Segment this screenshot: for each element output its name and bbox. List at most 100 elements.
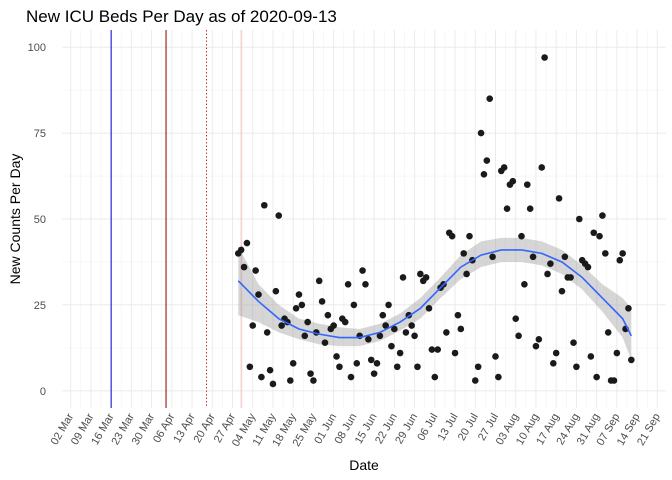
point <box>492 353 499 360</box>
point <box>298 301 306 309</box>
point <box>350 301 358 309</box>
y-tick-label: 50 <box>34 214 46 226</box>
point <box>324 311 332 319</box>
point <box>362 280 369 288</box>
point <box>443 329 450 336</box>
point <box>402 329 410 336</box>
point <box>353 360 361 367</box>
point <box>425 305 433 312</box>
y-tick-label: 75 <box>34 128 46 140</box>
point <box>477 129 485 137</box>
point <box>272 287 280 295</box>
point <box>552 349 560 357</box>
point <box>246 363 254 371</box>
point <box>336 363 343 371</box>
point <box>243 239 251 247</box>
point <box>610 377 618 384</box>
point <box>463 270 470 278</box>
point <box>373 360 381 367</box>
point <box>385 301 392 309</box>
point <box>365 335 372 343</box>
point <box>480 171 488 178</box>
x-axis-label: Date <box>349 457 379 473</box>
point <box>558 287 566 295</box>
point <box>417 270 424 278</box>
point <box>570 339 577 347</box>
point <box>457 325 465 333</box>
point <box>370 370 378 377</box>
y-tick-label: 0 <box>40 386 46 398</box>
point <box>278 322 285 329</box>
smooth-line <box>237 249 633 339</box>
point <box>431 373 439 381</box>
point <box>584 263 592 271</box>
point <box>535 335 543 343</box>
point <box>454 311 462 319</box>
point <box>602 250 609 257</box>
point <box>523 181 531 188</box>
point <box>567 274 574 281</box>
point <box>321 339 329 347</box>
point <box>295 291 303 298</box>
point <box>561 253 569 261</box>
point <box>240 263 248 271</box>
point <box>249 322 257 329</box>
point <box>266 366 274 374</box>
y-tick-label: 100 <box>28 42 46 54</box>
point <box>544 270 551 278</box>
point <box>526 205 534 212</box>
point <box>382 322 389 329</box>
point <box>532 342 540 350</box>
point <box>599 212 606 219</box>
point <box>509 177 517 185</box>
point <box>573 363 580 371</box>
y-tick-label: 25 <box>34 300 46 312</box>
point <box>399 274 407 281</box>
point <box>512 315 520 322</box>
point <box>252 267 259 274</box>
point <box>422 274 430 281</box>
point <box>555 195 563 202</box>
point <box>587 353 595 360</box>
point <box>474 363 482 371</box>
point <box>310 377 317 384</box>
point <box>275 212 283 219</box>
point <box>269 380 277 388</box>
point <box>414 363 421 371</box>
point <box>521 280 528 288</box>
point <box>237 246 245 254</box>
point <box>460 250 468 257</box>
point <box>292 305 300 312</box>
point <box>549 360 557 367</box>
point <box>547 260 554 267</box>
point <box>489 253 496 261</box>
point <box>301 332 309 340</box>
point <box>344 280 352 288</box>
point <box>318 298 326 305</box>
point <box>613 349 621 357</box>
point <box>538 164 546 171</box>
point <box>466 232 473 240</box>
point <box>604 329 612 336</box>
point <box>258 373 265 381</box>
point <box>255 291 262 298</box>
point <box>483 157 491 164</box>
point <box>393 363 401 371</box>
point <box>518 232 525 240</box>
point <box>388 342 395 350</box>
point <box>307 370 314 377</box>
point <box>625 305 632 312</box>
point <box>471 377 479 384</box>
point <box>341 318 349 326</box>
chart-title: New ICU Beds Per Day as of 2020-09-13 <box>26 7 337 26</box>
point <box>411 332 418 340</box>
point <box>529 253 537 261</box>
point <box>451 349 459 357</box>
point <box>448 232 456 240</box>
point <box>541 54 548 61</box>
point <box>619 250 626 257</box>
point <box>628 356 635 364</box>
point <box>376 332 384 340</box>
point <box>596 232 603 240</box>
